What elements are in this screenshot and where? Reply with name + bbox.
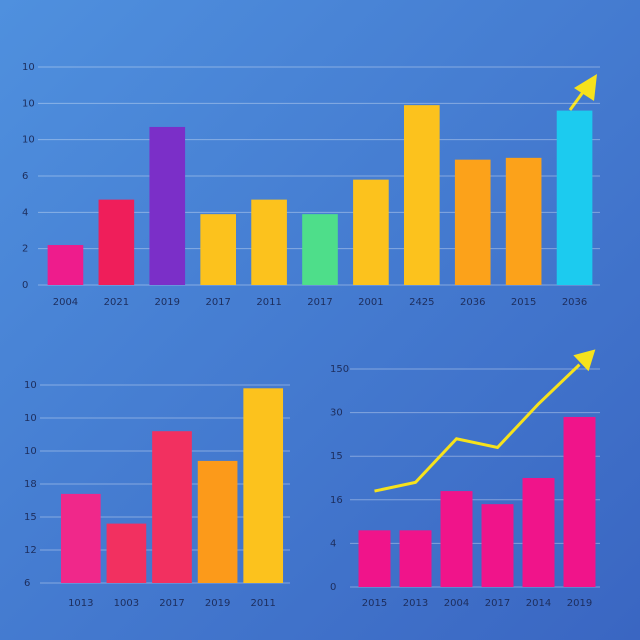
x-tick-label: 2011: [256, 297, 281, 308]
chart: 6 12 15 18 10 10 10 1013 1003 2017 2019 2011: [24, 380, 290, 609]
x-tick-label: 2001: [358, 297, 383, 308]
bar: [563, 416, 596, 587]
y-tick-label: 15: [24, 512, 37, 523]
x-tick-label: 2004: [53, 297, 78, 308]
bar: [302, 214, 338, 285]
bar: [353, 179, 389, 285]
x-tick-label: 2017: [307, 297, 332, 308]
x-tick-label: 2017: [159, 598, 184, 609]
y-tick-label: 0: [330, 582, 336, 593]
bar: [243, 388, 284, 583]
x-tick-label: 2036: [562, 297, 587, 308]
x-tick-label: 2004: [444, 598, 469, 609]
bar: [556, 110, 593, 285]
bar: [60, 493, 101, 583]
bar: [152, 431, 192, 583]
x-tick-label: 2019: [567, 598, 592, 609]
x-tick-label: 2019: [155, 297, 180, 308]
y-tick-label: 4: [22, 207, 28, 218]
y-tick-label: 10: [24, 413, 37, 424]
y-tick-label: 15: [330, 451, 343, 462]
x-tick-label: 2017: [485, 598, 510, 609]
y-tick-label: 30: [330, 408, 343, 419]
y-tick-label: 16: [330, 495, 343, 506]
x-tick-label: 2014: [526, 598, 551, 609]
y-tick-label: 150: [330, 364, 349, 375]
x-tick-label: 2015: [511, 297, 536, 308]
bar: [358, 530, 391, 587]
x-tick-label: 2015: [362, 598, 387, 609]
x-tick-label: 2017: [205, 297, 230, 308]
trend-arrowhead: [573, 349, 596, 372]
trend-arrow: [568, 74, 597, 111]
y-tick-label: 6: [22, 171, 28, 182]
x-tick-label: 2425: [409, 297, 434, 308]
bar: [200, 214, 236, 285]
x-tick-label: 2013: [403, 598, 428, 609]
bar: [481, 504, 514, 587]
bar: [197, 460, 238, 583]
bar: [522, 478, 555, 587]
chart: 0 2 4 6 10 10 10 2004 2021 2019 2017 2011 2017 2001 24…: [22, 62, 600, 308]
bar: [106, 523, 147, 583]
y-tick-label: 0: [22, 280, 28, 291]
y-tick-label: 10: [24, 380, 37, 391]
y-tick-label: 10: [24, 446, 37, 457]
y-tick-label: 12: [24, 545, 37, 556]
x-tick-label: 1003: [114, 598, 139, 609]
bar: [251, 199, 287, 285]
y-tick-label: 4: [330, 538, 336, 549]
y-tick-label: 6: [24, 578, 30, 589]
bar: [505, 157, 542, 285]
trend-line: [374, 363, 581, 493]
y-tick-label: 10: [22, 98, 35, 109]
y-tick-label: 2: [22, 244, 28, 255]
bar: [404, 105, 440, 286]
chart: 0 4 16 15 30 150 2015 2013 2004 2017 2014 2019: [330, 349, 600, 609]
y-tick-label: 18: [24, 479, 37, 490]
x-tick-label: 1013: [68, 598, 93, 609]
bar: [149, 126, 186, 285]
bar: [47, 245, 84, 285]
bar: [399, 530, 432, 587]
bar: [440, 491, 473, 587]
y-tick-label: 10: [22, 62, 35, 73]
y-tick-label: 10: [22, 135, 35, 146]
x-tick-label: 2036: [460, 297, 485, 308]
x-tick-label: 2021: [104, 297, 129, 308]
bar: [454, 159, 491, 285]
bar: [98, 199, 135, 285]
x-tick-label: 2011: [250, 598, 275, 609]
x-tick-label: 2019: [205, 598, 230, 609]
